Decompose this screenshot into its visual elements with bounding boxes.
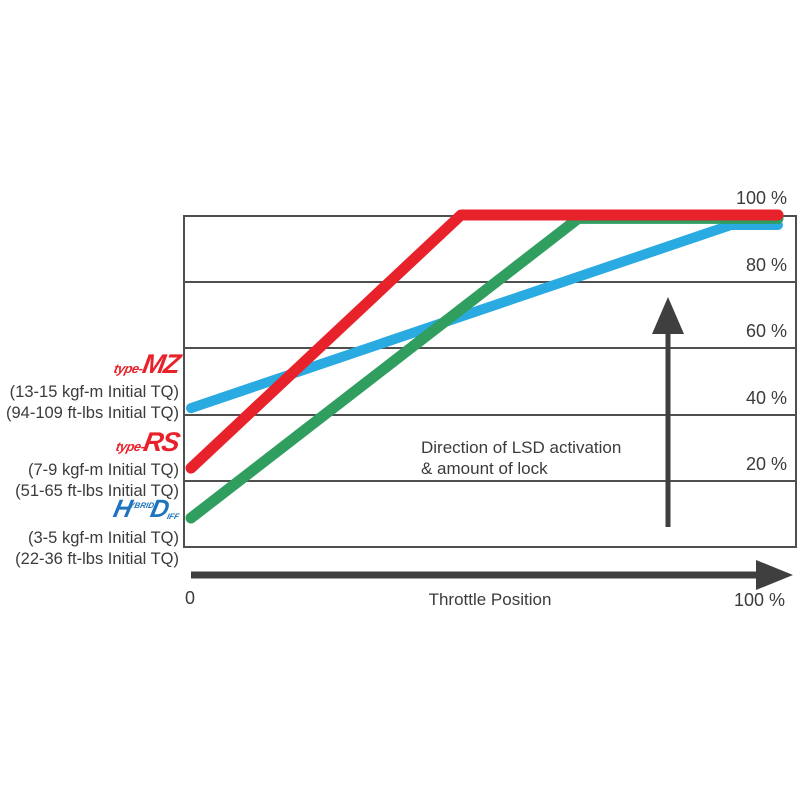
y-tick-label-40: 40 % <box>745 387 787 408</box>
y-tick-label-20: 20 % <box>745 454 787 475</box>
gridline-40 <box>183 413 797 416</box>
legend-item-hybrid-hd: HYBRIDDIFF (3-5 kgf-m Initial TQ) (22-36… <box>0 495 180 569</box>
throttle-axis-arrow <box>191 560 793 590</box>
type-rs-torque-kgf: (7-9 kgf-m Initial TQ) <box>28 461 179 479</box>
hybrid-hd-torque-kgf: (3-5 kgf-m Initial TQ) <box>28 529 179 547</box>
y-tick-label-80: 80 % <box>745 254 787 275</box>
type-mz-logo-main: MZ <box>140 349 182 379</box>
x-axis-min-label: 0 <box>185 588 196 608</box>
gridline-60 <box>183 347 797 350</box>
legend-item-type-mz: type-MZ (13-15 kgf-m Initial TQ) (94-109… <box>0 349 182 423</box>
hybrid-hd-logo: HYBRIDDIFF <box>0 495 180 528</box>
type-rs-logo-main: RS <box>141 427 182 457</box>
annotation-line-1: Direction of LSD activation <box>421 438 622 457</box>
type-rs-torque-ftlbs: (51-65 ft-lbs Initial TQ) <box>15 481 179 500</box>
gridline-20 <box>183 480 797 483</box>
y-tick-label-100: 100 % <box>735 188 787 208</box>
type-mz-torque-kgf: (13-15 kgf-m Initial TQ) <box>9 383 179 401</box>
type-mz-logo: type-MZ <box>0 349 182 382</box>
y-tick-label-60: 60 % <box>745 321 787 342</box>
legend-item-type-rs: type-RS (7-9 kgf-m Initial TQ) (51-65 ft… <box>0 427 182 501</box>
annotation-line-2: & amount of lock <box>421 459 548 478</box>
x-axis-title: Throttle Position <box>428 590 552 609</box>
gridline-80 <box>183 280 797 283</box>
x-axis-max-label: 100 % <box>733 590 785 610</box>
lsd-direction-annotation: Direction of LSD activation & amount of … <box>421 437 621 479</box>
type-rs-logo: type-RS <box>0 427 182 460</box>
type-mz-torque-ftlbs: (94-109 ft-lbs Initial TQ) <box>5 403 179 422</box>
hybrid-hd-torque-ftlbs: (22-36 ft-lbs Initial TQ) <box>15 549 179 568</box>
chart-plot-area <box>183 215 797 548</box>
